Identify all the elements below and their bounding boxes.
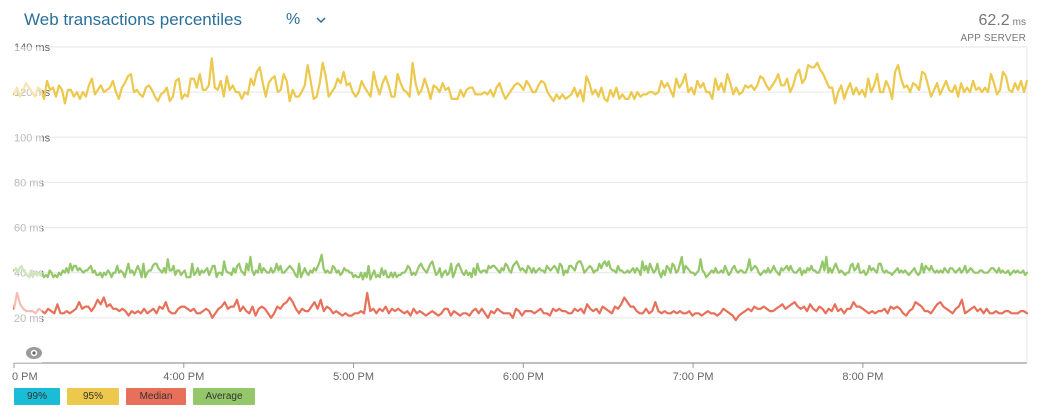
summary-value: 62.2 ms	[979, 12, 1026, 30]
left-fade	[14, 47, 42, 363]
percentile-mode-dropdown[interactable]: %	[286, 11, 301, 28]
x-tick-label: 7:00 PM	[673, 371, 714, 380]
summary-unit: ms	[1012, 17, 1026, 28]
series-line-average	[12, 253, 1029, 281]
legend-item-average[interactable]: Average	[193, 388, 255, 405]
x-tick-label: 5:00 PM	[333, 371, 374, 380]
x-tick-label: 8:00 PM	[842, 371, 883, 380]
legend-item-p99[interactable]: 99%	[14, 388, 60, 405]
summary-label: APP SERVER	[960, 33, 1026, 44]
x-tick-label: 0 PM	[12, 371, 38, 380]
chart-title: Web transactions percentiles	[24, 10, 242, 29]
legend: 99% 95% Median Average	[14, 388, 255, 405]
chevron-down-icon[interactable]	[314, 14, 328, 26]
summary-number: 62.2	[978, 12, 1010, 29]
legend-item-median[interactable]: Median	[126, 388, 186, 405]
percentiles-line-chart: 20 ms40 ms60 ms80 ms100 ms120 ms140 ms0 …	[12, 42, 1029, 380]
x-tick-label: 6:00 PM	[503, 371, 544, 380]
series-line-p95	[12, 57, 1029, 105]
series-line-median	[12, 291, 1029, 322]
legend-item-p95[interactable]: 95%	[67, 388, 119, 405]
eye-icon[interactable]	[26, 347, 42, 359]
x-tick-label: 4:00 PM	[163, 371, 204, 380]
